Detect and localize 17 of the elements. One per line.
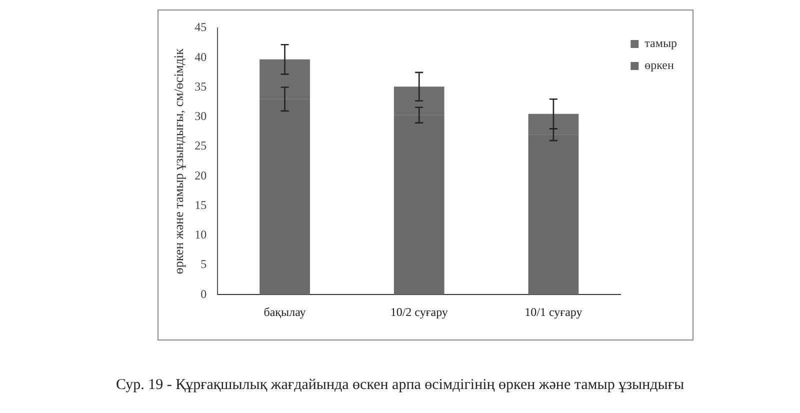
y-tick-label: 15	[194, 198, 207, 212]
x-tick-label: 10/2 суғару	[390, 304, 448, 319]
y-tick-label: 30	[194, 109, 207, 124]
legend-label: өркен	[644, 58, 674, 72]
y-tick-label: 25	[194, 138, 207, 153]
y-tick-label: 35	[194, 79, 207, 94]
y-tick-label: 40	[194, 50, 207, 64]
y-tick-label: 20	[194, 168, 207, 182]
legend-label: тамыр	[644, 36, 677, 50]
y-tick-label: 5	[200, 257, 207, 272]
x-tick-label: 10/1 суғару	[524, 304, 582, 319]
y-tick-label: 45	[194, 20, 207, 34]
y-tick-label: 10	[194, 228, 207, 242]
y-axis-title: өркен және тамыр ұзындығы, см/өсімдік	[171, 48, 186, 274]
text: Сур. 19 - Құрғақшылық жағдайында өскен арпа өсімдігінің өркен және тамыр ұзындығы	[116, 377, 684, 393]
y-tick-label: 0	[200, 286, 207, 301]
x-tick-label: бақылау	[264, 304, 306, 319]
